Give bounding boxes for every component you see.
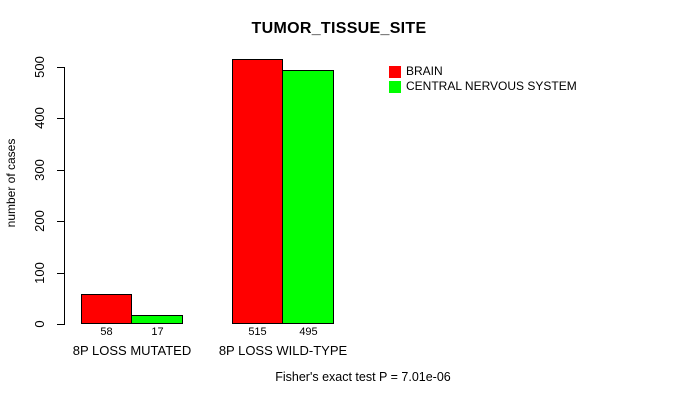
legend-swatch-central-nervous-system-icon xyxy=(389,80,401,93)
legend: BRAIN CENTRAL NERVOUS SYSTEM xyxy=(389,65,669,95)
y-tick-100 xyxy=(57,273,65,274)
bar-central-nervous-system-8p-loss-wild-type xyxy=(282,70,334,324)
legend-label-brain: BRAIN xyxy=(406,64,443,78)
legend-item-central-nervous-system: CENTRAL NERVOUS SYSTEM xyxy=(389,80,669,93)
y-tick-label-0: 0 xyxy=(32,320,47,328)
y-tick-200 xyxy=(57,221,65,222)
bar-value-brain-8p-loss-mutated: 58 xyxy=(100,326,113,338)
bar-value-central-nervous-system-8p-loss-wild-type: 495 xyxy=(299,326,318,338)
bar-value-central-nervous-system-8p-loss-mutated: 17 xyxy=(151,326,164,338)
y-tick-label-300: 300 xyxy=(32,159,47,181)
bar-central-nervous-system-8p-loss-mutated xyxy=(131,315,183,324)
bar-value-brain-8p-loss-wild-type: 515 xyxy=(248,326,267,338)
legend-swatch-brain-icon xyxy=(389,65,401,78)
legend-label-central-nervous-system: CENTRAL NERVOUS SYSTEM xyxy=(406,79,577,93)
y-tick-label-200: 200 xyxy=(32,210,47,232)
y-axis-line xyxy=(64,67,65,325)
legend-item-brain: BRAIN xyxy=(389,65,669,78)
y-tick-label-100: 100 xyxy=(32,262,47,284)
category-label-8p-loss-wild-type: 8P LOSS WILD-TYPE xyxy=(218,343,348,358)
chart-title: TUMOR_TISSUE_SITE xyxy=(251,20,427,37)
category-label-8p-loss-mutated: 8P LOSS MUTATED xyxy=(72,343,192,358)
y-tick-label-400: 400 xyxy=(32,107,47,129)
y-tick-500 xyxy=(57,67,65,68)
annotation-text: Fisher's exact test P = 7.01e-06 xyxy=(275,370,451,384)
y-tick-0 xyxy=(57,324,65,325)
y-axis-title: number of cases xyxy=(4,138,18,228)
bar-brain-8p-loss-mutated xyxy=(81,294,132,324)
bar-brain-8p-loss-wild-type xyxy=(232,59,283,324)
y-tick-300 xyxy=(57,170,65,171)
y-tick-label-500: 500 xyxy=(32,56,47,78)
y-tick-400 xyxy=(57,118,65,119)
